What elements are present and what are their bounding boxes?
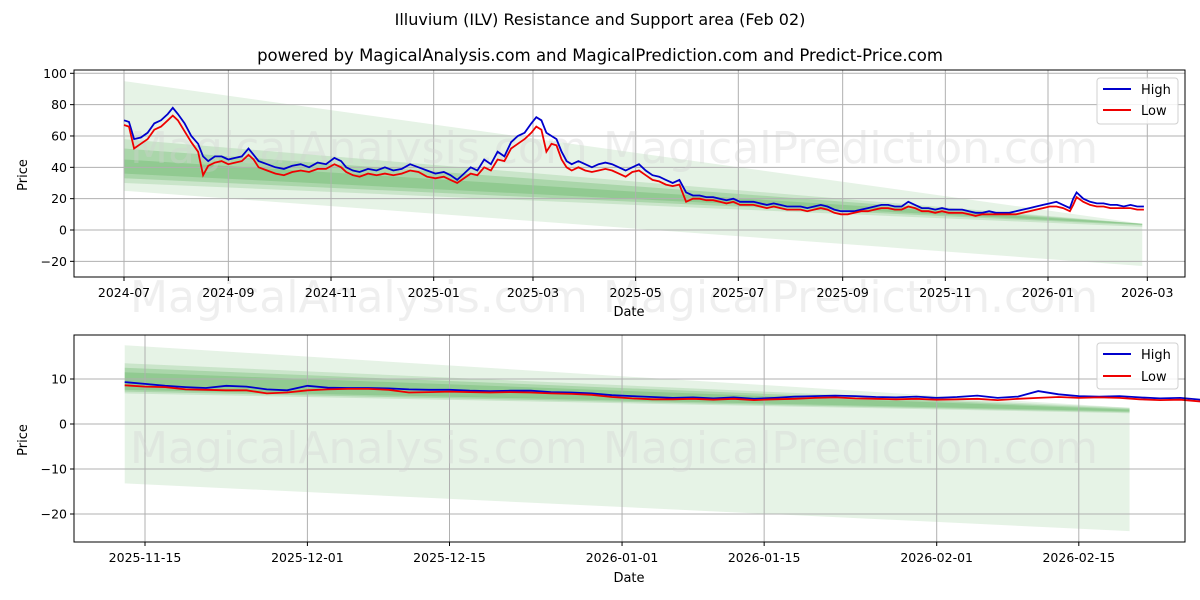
bottom-x-axis-label: Date	[613, 571, 644, 586]
x-tick-label: 2026-01-01	[586, 550, 659, 565]
top-chart: MagicalAnalysis.com MagicalPrediction.co…	[16, 66, 1186, 323]
x-tick-label: 2025-12-15	[413, 550, 486, 565]
legend-low-label: Low	[1141, 370, 1167, 385]
bottom-axes-frame	[73, 334, 1186, 543]
y-tick-label: 100	[43, 66, 67, 81]
x-tick-label: 2026-03	[1121, 285, 1173, 300]
y-tick-label: −20	[41, 254, 67, 269]
band-outer	[124, 345, 1130, 532]
x-tick-label: 2025-01	[408, 285, 460, 300]
top-y-axis-label: Price	[16, 159, 31, 191]
y-tick-label: 10	[51, 372, 67, 387]
x-tick-label: 2026-02-15	[1042, 550, 1115, 565]
x-tick-label: 2026-02-01	[900, 550, 973, 565]
bottom-legend: High Low	[1096, 342, 1179, 390]
chart-title: Illuvium (ILV) Resistance and Support ar…	[394, 10, 806, 29]
watermark-left-2: MagicalAnalysis.com	[130, 272, 588, 323]
legend-low-label: Low	[1141, 104, 1167, 119]
x-tick-label: 2025-11	[919, 285, 971, 300]
x-tick-label: 2026-01-15	[728, 550, 801, 565]
x-tick-label: 2024-11	[305, 285, 357, 300]
x-tick-label: 2025-07	[712, 285, 764, 300]
y-tick-label: 60	[51, 128, 67, 143]
bottom-low-line	[124, 384, 1200, 403]
x-tick-label: 2025-03	[507, 285, 559, 300]
y-tick-label: −20	[41, 507, 67, 522]
x-tick-label: 2024-09	[202, 285, 254, 300]
watermark-left-bottom: MagicalAnalysis.com	[130, 423, 588, 474]
top-high-line	[123, 106, 1144, 214]
x-tick-label: 2024-07	[98, 285, 150, 300]
x-tick-label: 2025-05	[610, 285, 662, 300]
x-tick-label: 2025-12-01	[271, 550, 344, 565]
band-core	[124, 372, 1130, 412]
legend-high-label: High	[1141, 83, 1171, 98]
y-tick-label: −10	[41, 462, 67, 477]
x-tick-label: 2025-11-15	[109, 550, 182, 565]
bottom-chart: MagicalAnalysis.com MagicalPrediction.co…	[16, 334, 1200, 586]
bottom-axis-ticks: 2025-11-15 2025-12-01 2025-12-15 2026-01-01…	[41, 372, 1116, 566]
top-axes-frame	[73, 69, 1186, 278]
x-tick-label: 2025-09	[817, 285, 869, 300]
bottom-high-line	[124, 381, 1200, 401]
x-tick-label: 2026-01	[1022, 285, 1074, 300]
top-low-line	[123, 114, 1144, 217]
y-tick-label: 0	[59, 223, 67, 238]
legend-high-label: High	[1141, 348, 1171, 363]
y-tick-label: 20	[51, 191, 67, 206]
watermark-left: MagicalAnalysis.com	[130, 123, 588, 174]
y-tick-label: 40	[51, 160, 67, 175]
band-outer	[124, 81, 1143, 267]
bottom-grid	[74, 335, 1185, 542]
watermark-right-2: MagicalPrediction.com	[603, 272, 1098, 323]
band-mid	[124, 363, 1130, 414]
top-legend: High Low	[1096, 77, 1179, 125]
watermark-right-bottom: MagicalPrediction.com	[603, 423, 1098, 474]
top-axis-ticks: 2024-07 2024-09 2024-11 2025-01 2025-03 2025-…	[41, 66, 1174, 300]
y-tick-label: 80	[51, 97, 67, 112]
watermark-right: MagicalPrediction.com	[603, 123, 1098, 174]
bottom-y-axis-label: Price	[16, 424, 31, 456]
top-x-axis-label: Date	[613, 305, 644, 320]
y-tick-label: 0	[59, 417, 67, 432]
chart-subtitle: powered by MagicalAnalysis.com and Magic…	[257, 46, 943, 65]
